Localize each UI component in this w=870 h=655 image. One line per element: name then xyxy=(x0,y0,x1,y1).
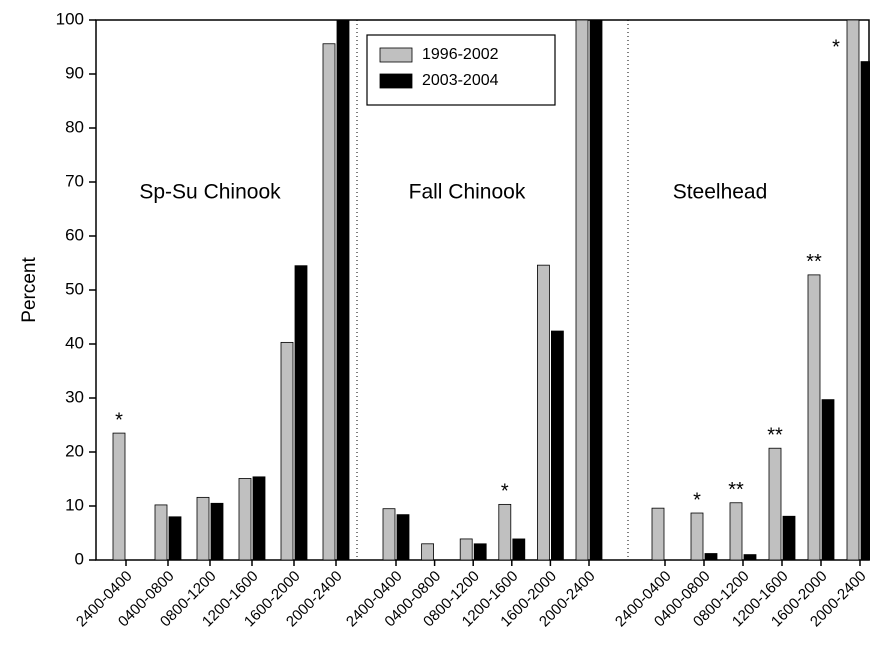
significance-marker: * xyxy=(693,489,701,511)
bar xyxy=(575,19,589,561)
significance-marker: ** xyxy=(806,251,822,273)
bar xyxy=(782,515,796,561)
bar xyxy=(651,507,665,561)
bar xyxy=(112,432,126,561)
significance-marker: * xyxy=(115,409,123,431)
bar xyxy=(322,43,336,561)
bar xyxy=(210,502,224,561)
bar xyxy=(238,478,252,561)
bar xyxy=(821,399,835,561)
bar xyxy=(294,265,308,561)
bar xyxy=(537,264,550,561)
bar xyxy=(459,538,473,561)
bar xyxy=(512,538,526,561)
significance-marker: * xyxy=(501,481,509,503)
y-tick-label: 50 xyxy=(65,279,84,298)
y-tick-label: 100 xyxy=(56,9,84,28)
y-tick-label: 20 xyxy=(65,441,84,460)
bar xyxy=(846,19,860,561)
bar xyxy=(154,504,168,561)
legend-label: 2003-2004 xyxy=(422,72,499,89)
bar xyxy=(807,274,821,561)
legend-swatch xyxy=(379,73,413,89)
significance-marker: * xyxy=(832,36,840,58)
panel-title: Steelhead xyxy=(673,181,768,204)
y-tick-label: 30 xyxy=(65,387,84,406)
y-tick-label: 40 xyxy=(65,333,84,352)
y-tick-label: 80 xyxy=(65,117,84,136)
bar xyxy=(690,512,704,561)
y-tick-label: 60 xyxy=(65,225,84,244)
y-tick-label: 70 xyxy=(65,171,84,190)
y-tick-label: 90 xyxy=(65,63,84,82)
bar xyxy=(768,447,782,561)
bar xyxy=(743,554,757,561)
bar xyxy=(252,476,266,561)
bar xyxy=(551,330,564,561)
panel-title: Fall Chinook xyxy=(409,181,526,204)
bar xyxy=(168,516,182,561)
bar xyxy=(421,543,435,561)
bar xyxy=(280,341,294,561)
bar xyxy=(589,19,603,561)
significance-marker: ** xyxy=(728,479,744,501)
bar xyxy=(336,19,350,561)
bar xyxy=(498,503,512,561)
bar xyxy=(729,502,743,561)
legend-box xyxy=(366,34,556,106)
y-tick-label: 10 xyxy=(65,495,84,514)
bar xyxy=(860,61,870,561)
significance-marker: ** xyxy=(767,425,783,447)
panel-title: Sp-Su Chinook xyxy=(139,181,281,204)
bar xyxy=(704,553,718,561)
bar xyxy=(396,514,410,561)
bar xyxy=(382,508,396,561)
bar xyxy=(196,496,210,561)
y-axis-label: Percent xyxy=(19,257,40,323)
y-tick-label: 0 xyxy=(75,549,84,568)
bar xyxy=(473,543,487,561)
legend-swatch xyxy=(379,47,413,63)
legend-label: 1996-2002 xyxy=(422,46,499,63)
